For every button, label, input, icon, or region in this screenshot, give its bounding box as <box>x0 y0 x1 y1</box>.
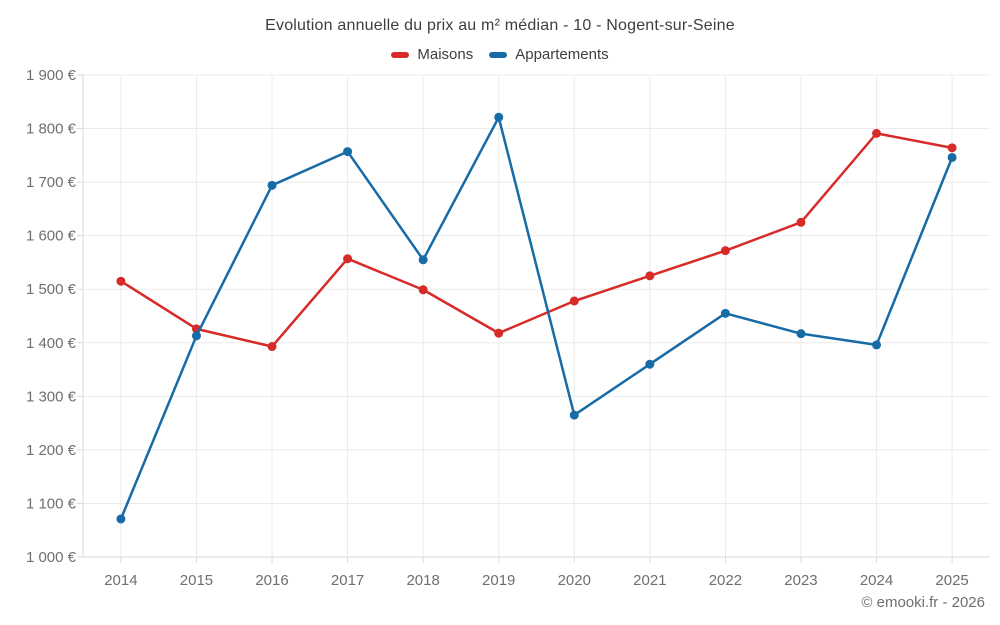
y-axis-label-1600: 1 600 € <box>26 228 77 245</box>
data-point-maisons-2014[interactable] <box>116 276 126 286</box>
y-axis-label-1500: 1 500 € <box>26 281 77 298</box>
legend-item-appartements[interactable]: Appartements <box>489 46 609 63</box>
data-point-appartements-2018[interactable] <box>418 255 428 265</box>
data-point-maisons-2020[interactable] <box>569 296 579 306</box>
y-axis-label-1200: 1 200 € <box>26 442 77 459</box>
data-point-appartements-2020[interactable] <box>569 410 579 420</box>
legend-swatch-maisons-icon <box>391 51 410 58</box>
y-axis-label-1000: 1 000 € <box>26 549 77 566</box>
data-point-maisons-2023[interactable] <box>796 217 806 227</box>
data-point-appartements-2017[interactable] <box>343 147 353 157</box>
y-axis-label-1900: 1 900 € <box>26 67 77 84</box>
data-point-appartements-2016[interactable] <box>267 180 277 190</box>
x-axis-label-2020: 2020 <box>558 572 591 589</box>
y-axis-label-1300: 1 300 € <box>26 388 77 405</box>
y-axis-label-1400: 1 400 € <box>26 335 77 352</box>
data-point-appartements-2025[interactable] <box>947 152 957 162</box>
y-axis-label-1100: 1 100 € <box>26 495 77 512</box>
y-axis-label-1700: 1 700 € <box>26 174 77 191</box>
data-point-maisons-2018[interactable] <box>418 285 428 295</box>
data-point-appartements-2015[interactable] <box>191 331 201 341</box>
x-axis-label-2022: 2022 <box>709 572 742 589</box>
legend-item-maisons[interactable]: Maisons <box>391 46 473 63</box>
data-point-appartements-2021[interactable] <box>645 359 655 369</box>
data-point-appartements-2022[interactable] <box>720 308 730 318</box>
data-point-maisons-2021[interactable] <box>645 271 655 281</box>
data-point-maisons-2016[interactable] <box>267 342 277 352</box>
data-point-maisons-2024[interactable] <box>872 128 882 138</box>
x-axis-label-2021: 2021 <box>633 572 666 589</box>
series-line-appartements <box>119 116 954 521</box>
x-axis-label-2025: 2025 <box>935 572 968 589</box>
chart-title: Evolution annuelle du prix au m² médian … <box>265 17 735 34</box>
data-point-maisons-2019[interactable] <box>494 328 504 338</box>
x-axis-label-2015: 2015 <box>180 572 213 589</box>
y-axis-label-1800: 1 800 € <box>26 121 77 138</box>
data-point-maisons-2025[interactable] <box>947 143 957 153</box>
x-axis-label-2017: 2017 <box>331 572 364 589</box>
chart-legend: Maisons Appartements <box>0 46 1000 63</box>
x-axis-label-2023: 2023 <box>784 572 817 589</box>
data-point-maisons-2022[interactable] <box>720 246 730 256</box>
x-axis-label-2016: 2016 <box>255 572 288 589</box>
data-point-appartements-2014[interactable] <box>116 514 126 524</box>
x-axis-label-2024: 2024 <box>860 572 893 589</box>
x-axis-label-2019: 2019 <box>482 572 515 589</box>
data-point-appartements-2019[interactable] <box>494 112 504 122</box>
legend-swatch-appartements-icon <box>489 51 508 58</box>
data-point-maisons-2017[interactable] <box>343 254 353 264</box>
data-point-appartements-2024[interactable] <box>872 340 882 350</box>
x-axis-label-2014: 2014 <box>104 572 137 589</box>
data-point-appartements-2023[interactable] <box>796 329 806 339</box>
series-line-maisons <box>119 132 954 348</box>
legend-label-appartements: Appartements <box>515 46 609 63</box>
x-axis-label-2018: 2018 <box>406 572 439 589</box>
attribution-watermark: © emooki.fr - 2026 <box>861 594 985 611</box>
legend-label-maisons: Maisons <box>417 46 474 63</box>
